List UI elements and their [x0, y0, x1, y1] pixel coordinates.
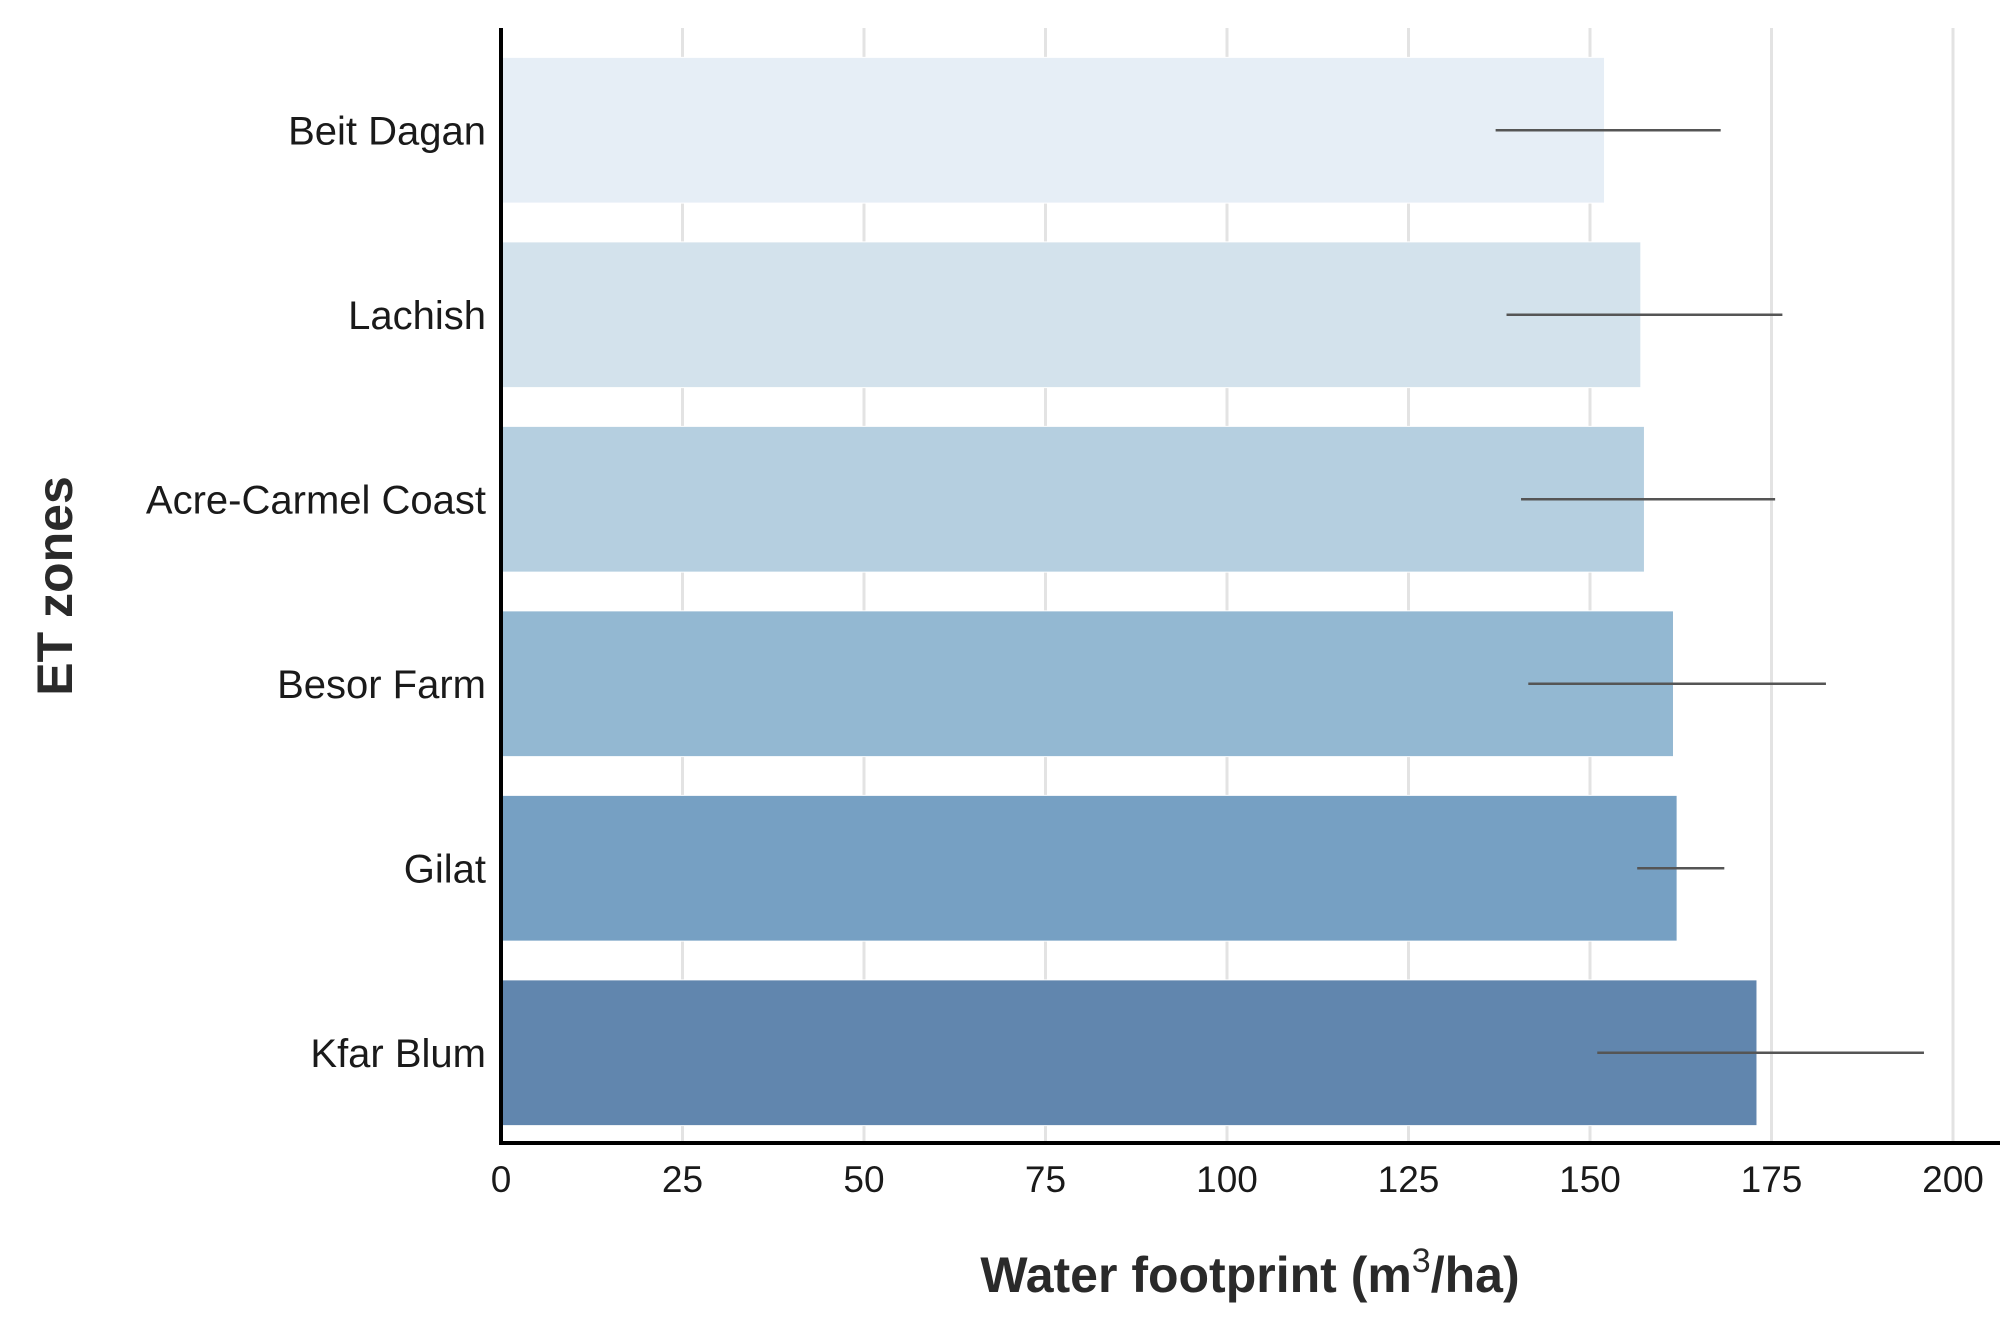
x-tick-label-3: 75 [1025, 1159, 1066, 1200]
x-tick-label-0: 0 [491, 1159, 512, 1200]
y-axis-title: ET zones [27, 476, 83, 695]
error-bars [1495, 129, 1924, 1054]
y-category-labels: Beit Dagan Lachish Acre-Carmel Coast Besor … [146, 109, 486, 1076]
x-tick-label-6: 150 [1559, 1159, 1621, 1200]
category-label-4: Gilat [404, 847, 486, 891]
x-tick-label-7: 175 [1741, 1159, 1803, 1200]
x-tick-label-4: 100 [1196, 1159, 1258, 1200]
x-tick-label-2: 50 [843, 1159, 884, 1200]
x-tick-labels: 0 25 50 75 100 125 150 175 200 [491, 1159, 1984, 1200]
bar-2 [500, 425, 1645, 573]
x-axis-title-sup: 3 [1412, 1242, 1431, 1280]
bar-1 [500, 241, 1642, 389]
bar-5 [500, 979, 1758, 1127]
x-tick-label-8: 200 [1922, 1159, 1984, 1200]
bar-4 [500, 794, 1678, 942]
bar-0 [500, 56, 1606, 204]
bars [500, 56, 1758, 1127]
category-label-2: Acre-Carmel Coast [146, 478, 486, 522]
gridlines [681, 28, 1955, 1143]
category-label-0: Beit Dagan [288, 109, 486, 153]
x-axis-title: Water footprint (m3/ha) [980, 1242, 1519, 1303]
x-axis-title-main: Water footprint (m [980, 1247, 1411, 1303]
x-tick-label-1: 25 [662, 1159, 703, 1200]
x-tick-label-5: 125 [1378, 1159, 1440, 1200]
category-label-3: Besor Farm [277, 663, 486, 707]
bar-3 [500, 610, 1674, 758]
category-label-1: Lachish [348, 294, 486, 338]
category-label-5: Kfar Blum [310, 1032, 486, 1076]
x-axis-title-end: /ha) [1431, 1247, 1520, 1303]
